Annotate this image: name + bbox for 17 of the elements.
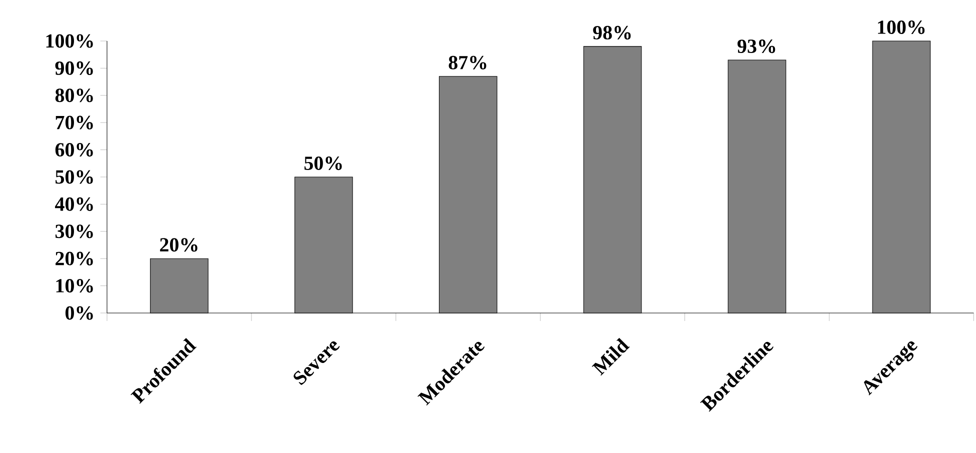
data-label: 100% xyxy=(878,20,925,34)
y-tick-label: 70% xyxy=(56,116,93,130)
y-tick-label: 30% xyxy=(55,224,93,238)
data-label: 87% xyxy=(448,56,486,70)
data-label: 20% xyxy=(160,238,198,252)
y-tick-label: 80% xyxy=(55,88,93,102)
y-tick-label: 90% xyxy=(55,61,93,75)
y-tick-label: 0% xyxy=(65,306,93,320)
y-tick-label: 40% xyxy=(55,197,93,211)
data-label: 93% xyxy=(738,40,776,54)
data-label: 50% xyxy=(304,156,342,170)
y-tick-label: 60% xyxy=(55,143,93,157)
y-tick-label: 100% xyxy=(46,34,93,48)
data-label: 98% xyxy=(593,26,631,40)
y-tick-label: 50% xyxy=(56,170,93,184)
y-tick-label: 20% xyxy=(56,252,93,266)
y-tick-label: 10% xyxy=(56,279,93,293)
